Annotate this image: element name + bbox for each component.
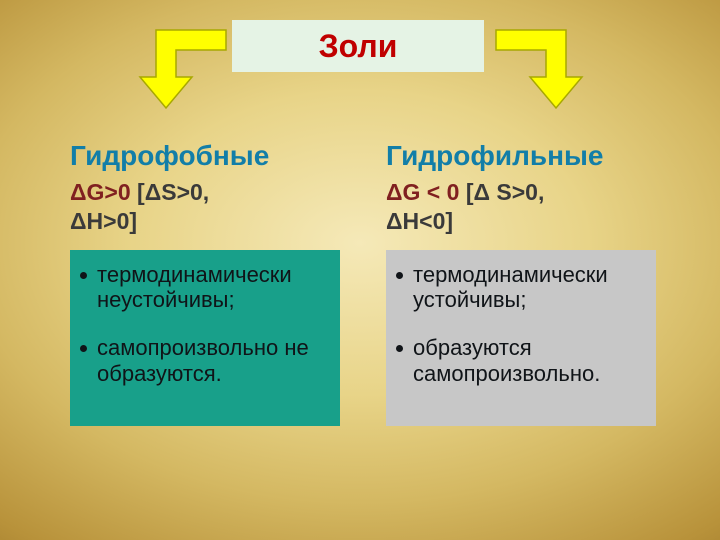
arrow-right-down <box>494 22 584 112</box>
bullet-text: образуются самопроизвольно. <box>413 335 652 387</box>
formula-rest: [ΔS>0, <box>131 179 210 205</box>
formula-rest: [Δ S>0, <box>459 179 544 205</box>
heading-hydrophilic: Гидрофильные <box>386 140 676 172</box>
bullet-icon <box>396 345 403 352</box>
panel-hydrophilic: термодинамически устойчивы; образуются с… <box>386 250 656 426</box>
column-hydrophobic: Гидрофобные ΔG>0 [ΔS>0, ΔH>0] термодинам… <box>70 140 360 426</box>
formula-line2: ΔH>0] <box>70 208 137 234</box>
list-item: самопроизвольно не образуются. <box>80 335 336 387</box>
column-hydrophilic: Гидрофильные ΔG < 0 [Δ S>0, ΔH<0] термод… <box>386 140 676 426</box>
bullet-text: термодинамически устойчивы; <box>413 262 652 314</box>
list-item: термодинамически неустойчивы; <box>80 262 336 314</box>
arrow-right-path <box>496 30 582 108</box>
panel-hydrophobic: термодинамически неустойчивы; самопроизв… <box>70 250 340 426</box>
list-item: термодинамически устойчивы; <box>396 262 652 314</box>
formula-emph: ΔG>0 <box>70 179 131 205</box>
bullet-icon <box>396 272 403 279</box>
arrow-left-down <box>138 22 228 112</box>
bullet-text: термодинамически неустойчивы; <box>97 262 336 314</box>
list-item: образуются самопроизвольно. <box>396 335 652 387</box>
title-box: Золи <box>232 20 484 72</box>
bullet-icon <box>80 272 87 279</box>
formula-emph: ΔG < 0 <box>386 179 459 205</box>
bullet-text: самопроизвольно не образуются. <box>97 335 336 387</box>
bullet-icon <box>80 345 87 352</box>
formula-hydrophilic: ΔG < 0 [Δ S>0, ΔH<0] <box>386 178 676 236</box>
title-text: Золи <box>319 28 398 65</box>
arrow-left-path <box>140 30 226 108</box>
formula-hydrophobic: ΔG>0 [ΔS>0, ΔH>0] <box>70 178 360 236</box>
formula-line2: ΔH<0] <box>386 208 453 234</box>
heading-hydrophobic: Гидрофобные <box>70 140 360 172</box>
